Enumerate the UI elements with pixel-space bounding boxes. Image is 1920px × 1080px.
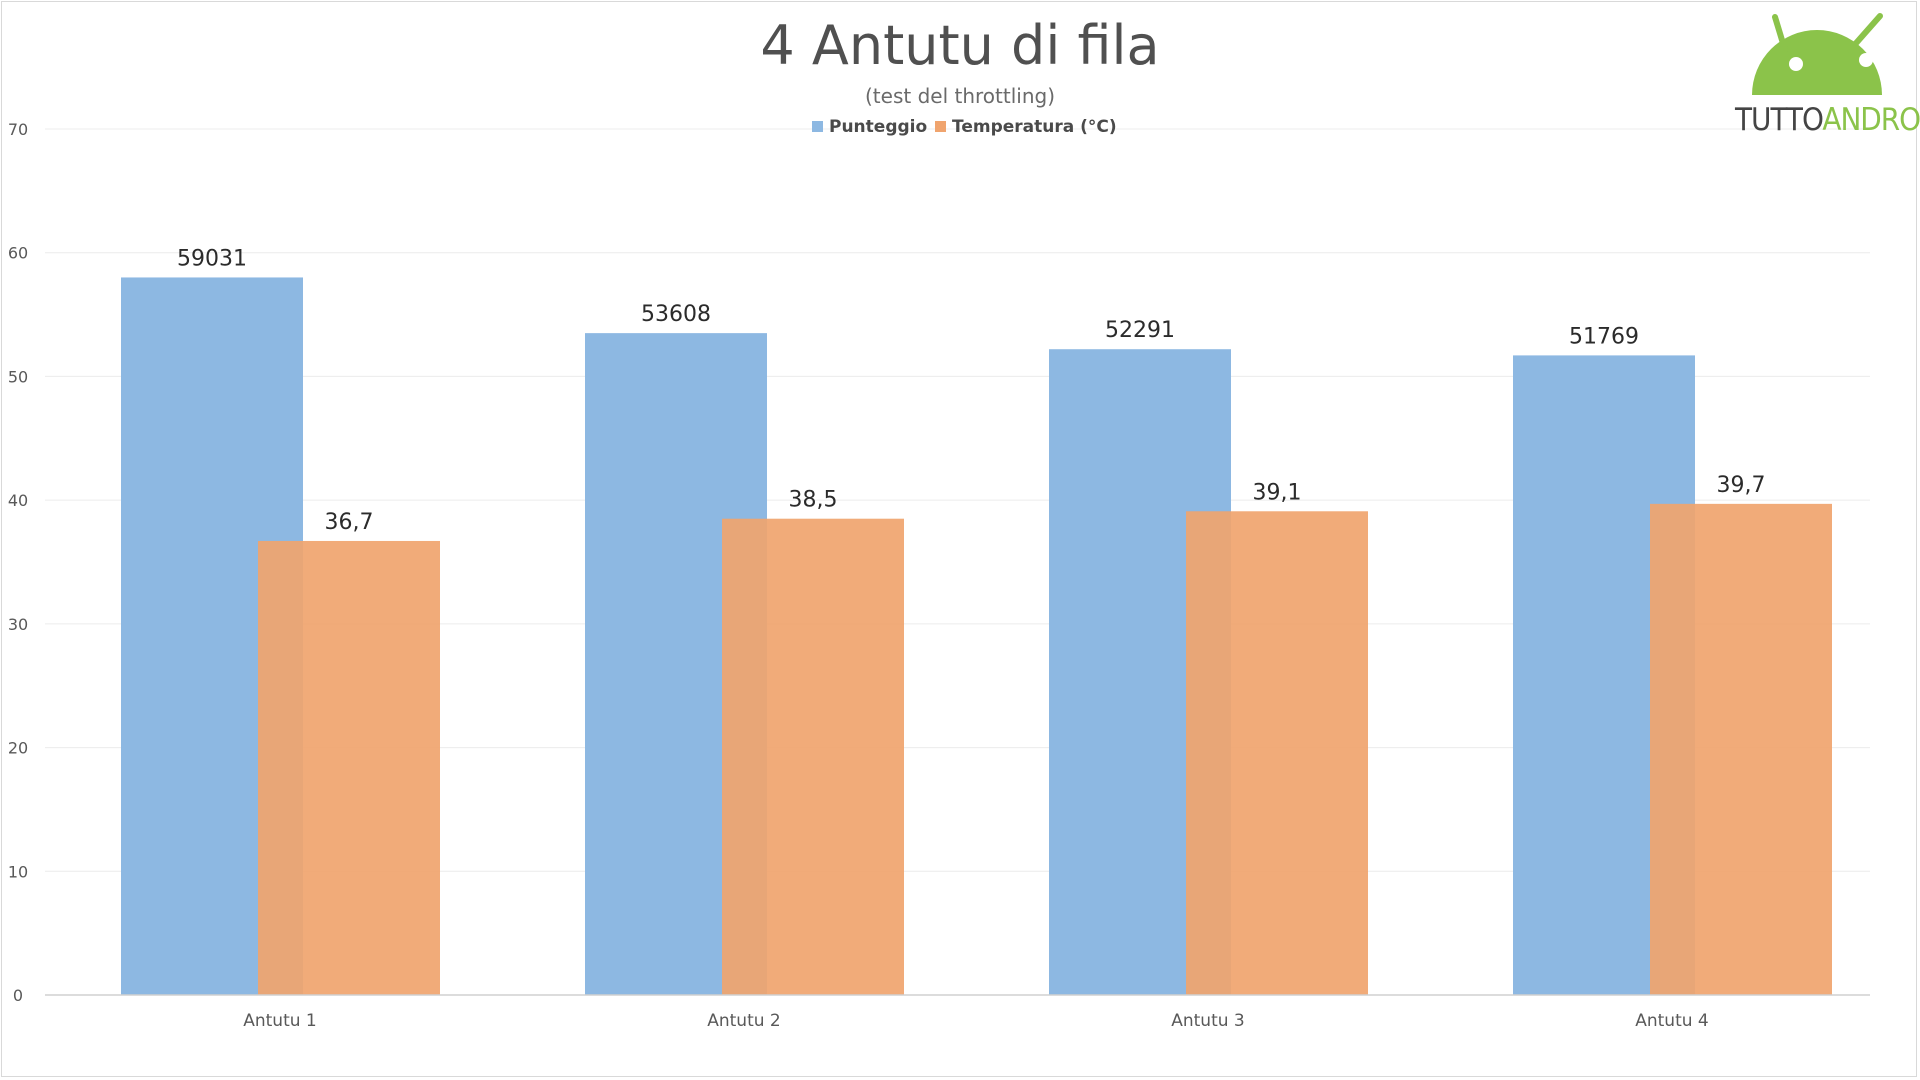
data-label-punteggio-antutu-3: 52291 — [1105, 318, 1175, 343]
y-tick-label-40: 40 — [8, 491, 28, 510]
data-label-temperatura-c-antutu-1: 36,7 — [325, 510, 374, 535]
bar-temperatura-c-antutu-2 — [722, 518, 904, 995]
logo-text-android: ANDROID — [1822, 102, 1920, 138]
tuttoandroid-logo: TUTTOANDROID — [1734, 13, 1920, 138]
legend-label-temperatura: Temperatura (°C) — [952, 117, 1117, 137]
chart-title: 4 Antutu di fila — [760, 14, 1159, 77]
x-tick-label-antutu-4: Antutu 4 — [1635, 1011, 1709, 1031]
logo-text-tutto: TUTTO — [1734, 102, 1823, 138]
legend-swatch-temperatura — [935, 121, 946, 132]
y-tick-label-30: 30 — [8, 615, 28, 634]
x-tick-label-antutu-3: Antutu 3 — [1171, 1011, 1245, 1031]
legend-swatch-punteggio — [812, 121, 823, 132]
data-label-punteggio-antutu-1: 59031 — [177, 246, 247, 271]
bar-temperatura-c-antutu-1 — [258, 540, 440, 995]
data-label-temperatura-c-antutu-4: 39,7 — [1717, 473, 1766, 498]
y-axis-ticks: 0 10 20 30 40 50 60 70 — [8, 120, 28, 1005]
x-axis-ticks: Antutu 1 Antutu 2 Antutu 3 Antutu 4 — [243, 1011, 1709, 1031]
x-tick-label-antutu-1: Antutu 1 — [243, 1011, 317, 1031]
legend-label-punteggio: Punteggio — [829, 117, 927, 137]
bar-temperatura-c-antutu-3 — [1186, 511, 1368, 995]
data-label-punteggio-antutu-2: 53608 — [641, 302, 711, 327]
y-tick-label-70: 70 — [8, 120, 28, 139]
y-tick-label-50: 50 — [8, 367, 28, 386]
y-tick-label-10: 10 — [8, 862, 28, 881]
data-label-temperatura-c-antutu-3: 39,1 — [1253, 480, 1302, 505]
logo-text: TUTTOANDROID — [1734, 102, 1920, 138]
bar-temperatura-c-antutu-4 — [1650, 503, 1832, 995]
legend: Punteggio Temperatura (°C) — [812, 117, 1117, 137]
y-tick-label-20: 20 — [8, 739, 28, 758]
android-robot-icon — [1752, 13, 1883, 95]
y-tick-label-0: 0 — [13, 986, 23, 1005]
x-tick-label-antutu-2: Antutu 2 — [707, 1011, 781, 1031]
data-labels: 59031 53608 52291 51769 36,7 38,5 39,1 39,7 — [177, 246, 1765, 535]
data-label-punteggio-antutu-4: 51769 — [1569, 324, 1639, 349]
y-tick-label-60: 60 — [8, 244, 28, 263]
bars — [121, 277, 1832, 996]
chart-subtitle: (test del throttling) — [865, 84, 1055, 108]
data-label-temperatura-c-antutu-2: 38,5 — [789, 488, 838, 513]
